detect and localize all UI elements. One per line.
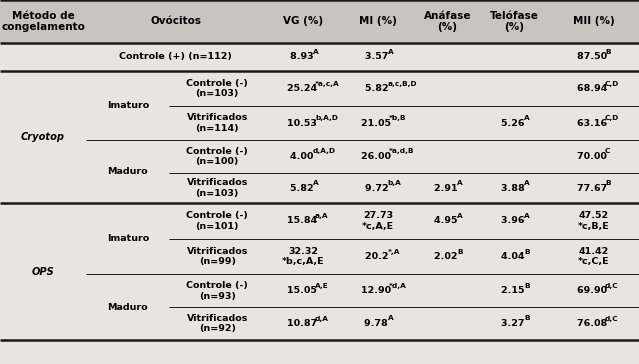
Text: 70.00: 70.00: [577, 152, 610, 161]
Text: Imaturo: Imaturo: [107, 234, 149, 243]
Text: B: B: [524, 316, 530, 321]
Text: 5.82: 5.82: [364, 84, 392, 93]
Text: B: B: [605, 180, 610, 186]
Text: 3.57: 3.57: [365, 52, 391, 62]
Text: A: A: [524, 180, 530, 186]
Text: 15.84: 15.84: [287, 217, 320, 225]
Text: Vitrificados
(n=114): Vitrificados (n=114): [187, 113, 248, 133]
Text: *,A: *,A: [387, 249, 400, 254]
Text: 4.00: 4.00: [290, 152, 317, 161]
Text: B: B: [605, 49, 610, 55]
Text: VG (%): VG (%): [284, 16, 323, 27]
Text: 4.04: 4.04: [501, 252, 528, 261]
Text: A: A: [524, 213, 530, 219]
Text: MI (%): MI (%): [359, 16, 397, 27]
Text: 3.96: 3.96: [501, 217, 528, 225]
Text: OPS: OPS: [32, 266, 54, 277]
Text: MII (%): MII (%): [573, 16, 615, 27]
Text: d,C: d,C: [605, 283, 619, 289]
Text: 25.24: 25.24: [287, 84, 320, 93]
Text: 8.93: 8.93: [290, 52, 317, 62]
Text: A: A: [457, 213, 463, 219]
Text: Imaturo: Imaturo: [107, 101, 149, 110]
Text: Controle (-)
(n=101): Controle (-) (n=101): [187, 211, 248, 231]
Text: d,A,D: d,A,D: [313, 149, 336, 154]
Text: 68.94: 68.94: [577, 84, 610, 93]
Text: 9.78: 9.78: [364, 319, 392, 328]
Text: *a,d,B: *a,d,B: [389, 149, 415, 154]
Text: A: A: [387, 316, 393, 321]
Text: d,A: d,A: [315, 316, 329, 321]
Text: A: A: [387, 49, 393, 55]
Text: 21.05: 21.05: [361, 119, 395, 127]
Text: 76.08: 76.08: [577, 319, 610, 328]
Text: 87.50: 87.50: [577, 52, 610, 62]
Text: 10.87: 10.87: [287, 319, 320, 328]
Text: A,E: A,E: [315, 283, 328, 289]
Text: 12.90: 12.90: [361, 286, 395, 295]
Text: *b,B: *b,B: [389, 115, 407, 121]
Text: 26.00: 26.00: [361, 152, 395, 161]
Text: 77.67: 77.67: [577, 184, 610, 193]
Text: b,A,D: b,A,D: [315, 115, 338, 121]
Text: 5.82: 5.82: [290, 184, 317, 193]
Text: 3.27: 3.27: [501, 319, 528, 328]
Text: 20.2: 20.2: [365, 252, 391, 261]
Text: Cryotop: Cryotop: [21, 132, 65, 142]
Text: C,D: C,D: [605, 80, 619, 87]
Text: 15.05: 15.05: [287, 286, 320, 295]
Text: Controle (-)
(n=103): Controle (-) (n=103): [187, 79, 248, 98]
Text: A: A: [313, 49, 319, 55]
Text: 9.72: 9.72: [364, 184, 392, 193]
Text: Vitrificados
(n=99): Vitrificados (n=99): [187, 247, 248, 266]
Text: C: C: [605, 149, 610, 154]
Text: 69.90: 69.90: [577, 286, 610, 295]
Text: B: B: [524, 249, 530, 254]
Text: 2.15: 2.15: [501, 286, 528, 295]
Text: B: B: [524, 283, 530, 289]
Text: B: B: [457, 249, 463, 254]
Text: 2.91: 2.91: [434, 184, 461, 193]
Text: 4.95: 4.95: [434, 217, 461, 225]
Text: Vitrificados
(n=103): Vitrificados (n=103): [187, 178, 248, 198]
Text: Telófase
(%): Telófase (%): [490, 11, 539, 32]
Text: 63.16: 63.16: [577, 119, 610, 127]
Bar: [0, 0, 639, 43]
Text: A: A: [524, 115, 530, 121]
Text: Anáfase
(%): Anáfase (%): [424, 11, 471, 32]
Text: 5.26: 5.26: [501, 119, 528, 127]
Text: *a,c,A: *a,c,A: [315, 80, 340, 87]
Text: 27.73
*c,A,E: 27.73 *c,A,E: [362, 211, 394, 231]
Text: *d,A: *d,A: [389, 283, 407, 289]
Text: 10.53: 10.53: [287, 119, 320, 127]
Text: 2.02: 2.02: [434, 252, 461, 261]
Text: 47.52
*c,B,E: 47.52 *c,B,E: [578, 211, 610, 231]
Text: a,A: a,A: [315, 213, 328, 219]
Text: Vitrificados
(n=92): Vitrificados (n=92): [187, 314, 248, 333]
Text: Controle (+) (n=112): Controle (+) (n=112): [119, 52, 232, 62]
Text: 41.42
*c,C,E: 41.42 *c,C,E: [578, 247, 610, 266]
Text: A: A: [457, 180, 463, 186]
Text: Controle (-)
(n=93): Controle (-) (n=93): [187, 281, 248, 301]
Text: Controle (-)
(n=100): Controle (-) (n=100): [187, 147, 248, 166]
Text: b,A: b,A: [387, 180, 401, 186]
Text: C,D: C,D: [605, 115, 619, 121]
Text: Maduro: Maduro: [107, 167, 148, 176]
Text: Ovócitos: Ovócitos: [150, 16, 201, 27]
Text: d,C: d,C: [605, 316, 619, 321]
Text: 3.88: 3.88: [501, 184, 528, 193]
Text: 32.32
*b,c,A,E: 32.32 *b,c,A,E: [282, 247, 325, 266]
Text: Método de
congelamento: Método de congelamento: [1, 11, 85, 32]
Text: A: A: [313, 180, 319, 186]
Text: a,c,B,D: a,c,B,D: [387, 80, 417, 87]
Text: Maduro: Maduro: [107, 303, 148, 312]
